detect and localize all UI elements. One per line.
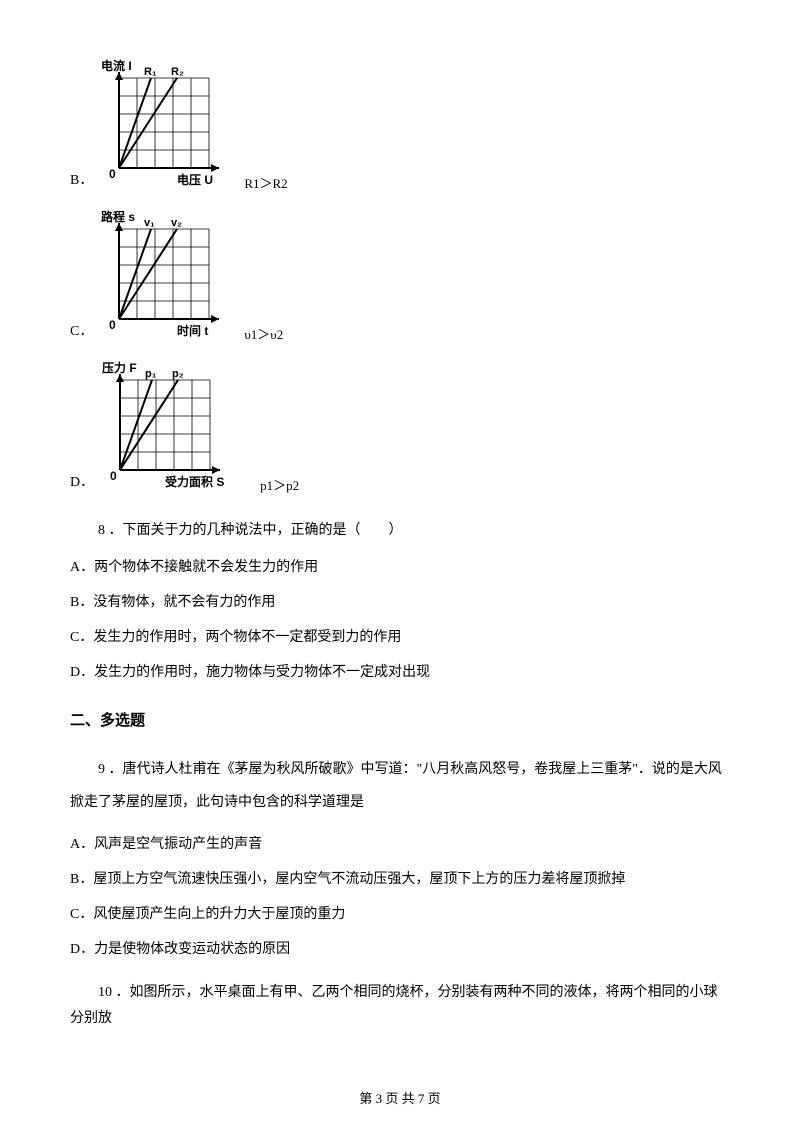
option-b-block: B． 电流 I R₁ R₂ 0 电压 U (70, 58, 730, 197)
svg-text:0: 0 (109, 167, 116, 181)
option-b-letter: B． (70, 168, 93, 197)
option-c-block: C． 路程 s v₁ v₂ 0 时间 t υ1＞υ2 (70, 209, 730, 348)
line-v1 (119, 229, 151, 319)
option-d-block: D． 压力 F p₁ p₂ 0 受力面积 S p1＞p2 (70, 360, 730, 499)
q8-option-c: C．发生力的作用时，两个物体不一定都受到力的作用 (70, 625, 730, 650)
q9-option-a: A．风声是空气振动产生的声音 (70, 832, 730, 857)
option-d-letter: D． (70, 470, 94, 499)
page-footer: 第 3 页 共 7 页 (0, 1087, 800, 1110)
graph-b-comparison: R1＞R2 (244, 172, 287, 197)
q9-option-b: B．屋顶上方空气流速快压强小，屋内空气不流动压强大，屋顶下上方的压力差将屋顶掀掉 (70, 867, 730, 892)
line-p2 (120, 380, 178, 470)
graph-c-grid (119, 229, 209, 319)
svg-text:0: 0 (109, 318, 116, 332)
line-r1 (119, 78, 151, 168)
option-c-letter: C． (70, 319, 93, 348)
graph-c-ylabel: 路程 s (101, 209, 135, 224)
section-2-heading: 二、多选题 (70, 708, 730, 735)
graph-b-grid (119, 78, 209, 168)
q8-option-d: D．发生力的作用时，施力物体与受力物体不一定成对出现 (70, 660, 730, 685)
q9-option-d: D．力是使物体改变运动状态的原因 (70, 937, 730, 962)
graph-d-xlabel: 受力面积 S (165, 474, 224, 489)
graph-c-line1-label: v₁ (144, 217, 155, 229)
graph-b-ylabel: 电流 I (101, 58, 132, 73)
q8-option-b: B．没有物体，就不会有力的作用 (70, 590, 730, 615)
svg-text:0: 0 (110, 469, 117, 483)
graph-c-comparison: υ1＞υ2 (244, 323, 283, 348)
graph-d-comparison: p1＞p2 (260, 474, 299, 499)
graph-d-grid (120, 380, 210, 470)
graph-b-line2-label: R₂ (171, 66, 184, 78)
q9-option-c: C．风使屋顶产生向上的升力大于屋顶的重力 (70, 902, 730, 927)
graph-b: 电流 I R₁ R₂ 0 电压 U (99, 58, 244, 197)
q8-option-a: A．两个物体不接触就不会发生力的作用 (70, 555, 730, 580)
line-p1 (120, 380, 152, 470)
line-r2 (119, 78, 177, 168)
q8-stem: 8 ．下面关于力的几种说法中，正确的是（ ） (70, 518, 730, 543)
q10-stem: 10 ．如图所示，水平桌面上有甲、乙两个相同的烧杯，分别装有两种不同的液体，将两… (70, 980, 730, 1030)
footer-suffix: 页 (424, 1091, 440, 1106)
footer-middle: 页 共 (382, 1091, 418, 1106)
line-v2 (119, 229, 177, 319)
q9-stem: 9 ．唐代诗人杜甫在《茅屋为秋风所破歌》中写道："八月秋高风怒号，卷我屋上三重茅… (70, 753, 730, 820)
graph-b-line1-label: R₁ (144, 66, 157, 78)
graph-c-xlabel: 时间 t (177, 323, 208, 338)
graph-d-ylabel: 压力 F (102, 360, 137, 375)
graph-d: 压力 F p₁ p₂ 0 受力面积 S (100, 360, 260, 499)
footer-prefix: 第 (359, 1091, 375, 1106)
graph-d-line1-label: p₁ (145, 368, 157, 380)
graph-c-line2-label: v₂ (171, 217, 182, 229)
graph-d-line2-label: p₂ (172, 368, 184, 380)
graph-b-xlabel: 电压 U (177, 172, 213, 187)
graph-c: 路程 s v₁ v₂ 0 时间 t (99, 209, 244, 348)
